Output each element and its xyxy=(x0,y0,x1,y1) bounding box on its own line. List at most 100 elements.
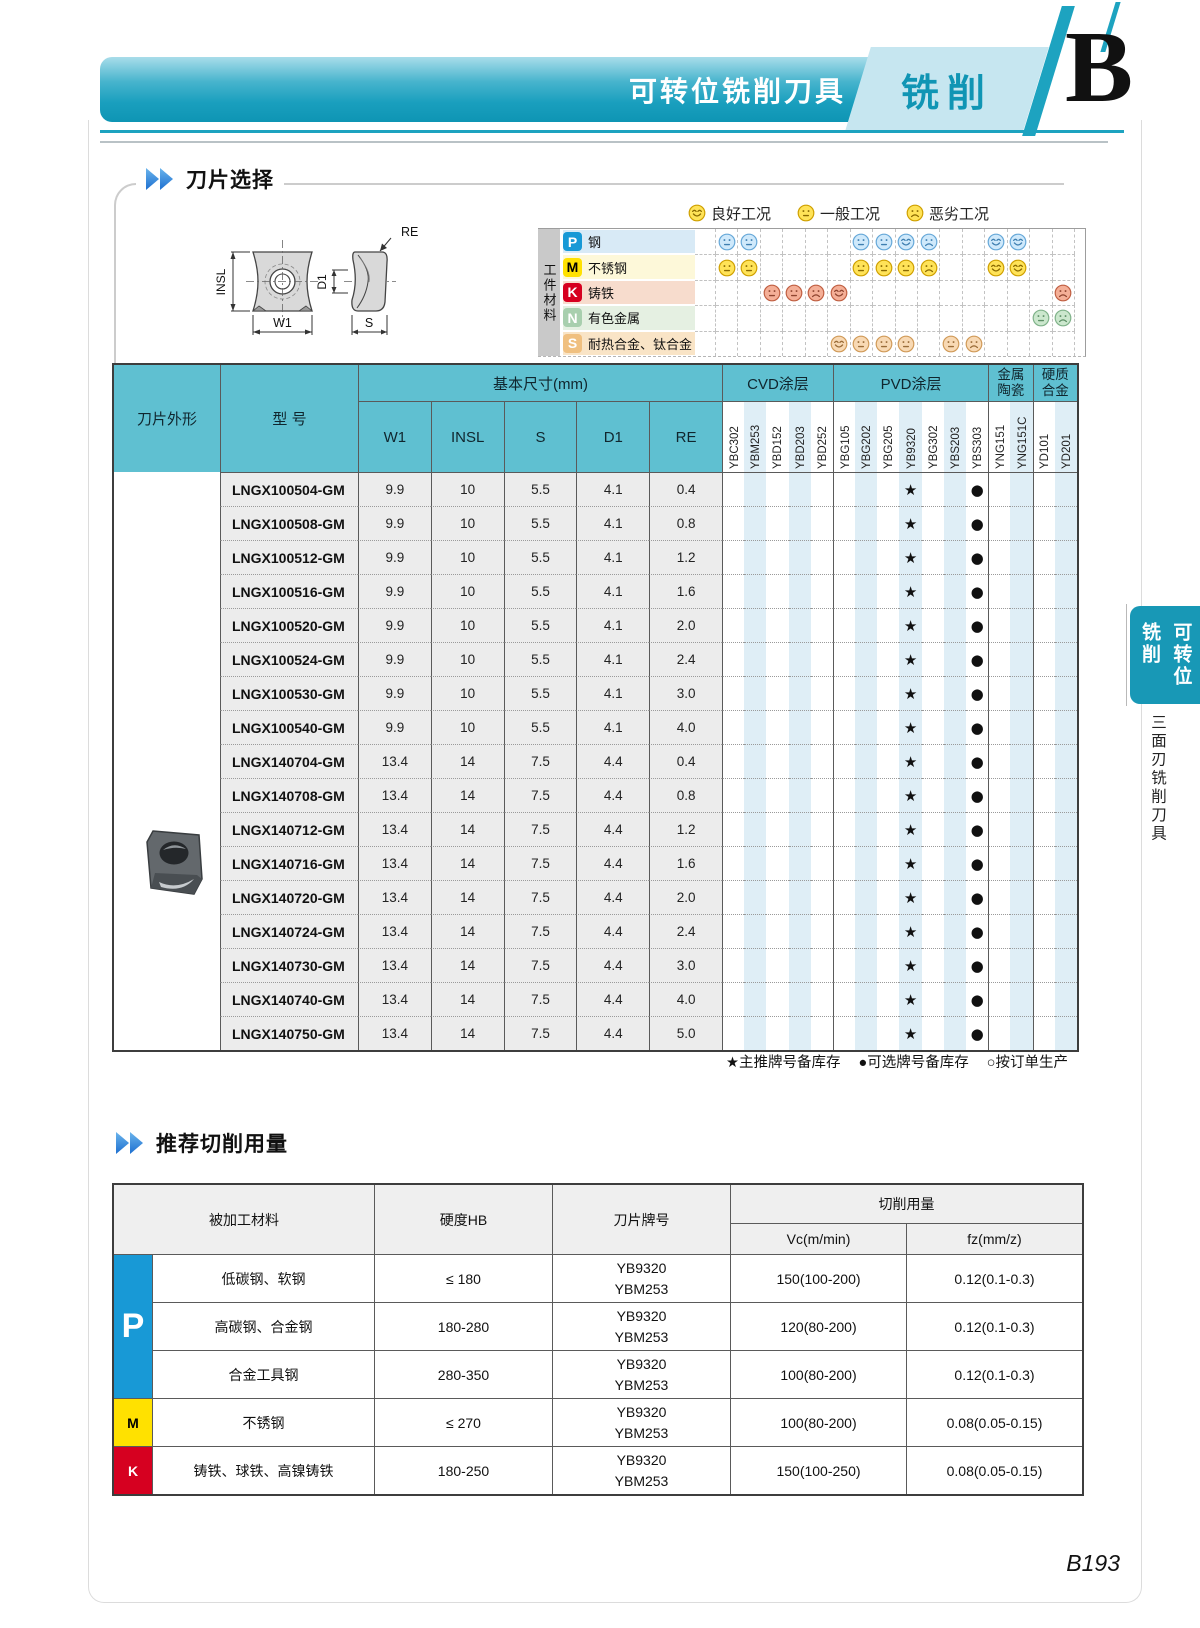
grade-cell-YBG202 xyxy=(855,710,878,744)
rating-cell-YD201 xyxy=(1053,229,1075,255)
grade-cell-YBS303: ● xyxy=(966,574,989,608)
sidebar-tab-line1: 可转位 xyxy=(1170,622,1192,688)
col-header-re: RE xyxy=(649,402,722,472)
grade-cell-YBC302 xyxy=(721,982,745,1016)
section-title-text: 推荐切削用量 xyxy=(156,1133,288,1156)
grade-cell-YBD203 xyxy=(788,472,811,506)
grade-cell-YBG302 xyxy=(921,608,944,642)
rating-cell-YBS203 xyxy=(940,279,963,306)
rating-cell-YBG202 xyxy=(850,330,874,356)
grade-cell-YBG105 xyxy=(832,846,856,880)
brand-header-YB9320: YB9320 xyxy=(899,402,922,472)
grade-cell-YBS203 xyxy=(943,506,967,540)
grade-cell-YBD152 xyxy=(766,676,789,710)
model-cell: LNGX140704-GM xyxy=(220,744,358,778)
grade-cell-YB9320: ★ xyxy=(899,914,922,948)
rating-cell-YBG205 xyxy=(873,229,896,255)
dim-cell-insl: 10 xyxy=(430,540,504,574)
group-header-0: CVD涂层 xyxy=(721,365,833,402)
grade-cell-YBM253 xyxy=(744,540,767,574)
grade-cell-YB9320: ★ xyxy=(899,846,922,880)
grade-cell-YBD203 xyxy=(788,744,811,778)
grade-cell-YD101 xyxy=(1032,846,1055,880)
dim-cell-re: 1.6 xyxy=(649,574,722,608)
grade-cell-YBS203 xyxy=(943,744,967,778)
grade-cell-YBD203 xyxy=(788,982,811,1016)
grade-cell-YNG151 xyxy=(988,642,1011,676)
dim-cell-re: 2.4 xyxy=(649,642,722,676)
dim-cell-d1: 4.4 xyxy=(576,880,650,914)
rating-cell-YB9320 xyxy=(895,279,918,306)
grade-cell-YB9320: ★ xyxy=(899,608,922,642)
grade-cell-YNG151C xyxy=(1010,506,1033,540)
material-axis: 工件材料 xyxy=(538,229,560,356)
grade-cell-YBD203 xyxy=(788,608,811,642)
grade-cell-YNG151C xyxy=(1010,948,1033,982)
insert-dimension-diagram: INSL W1 D1 S RE xyxy=(214,225,418,335)
dim-cell-d1: 4.1 xyxy=(576,506,650,540)
face-normal-icon xyxy=(852,335,870,353)
rating-cell-YD101 xyxy=(1030,330,1053,356)
grade-cell-YBD152 xyxy=(766,914,789,948)
grade-cell-YBM253 xyxy=(744,778,767,812)
material-row-M: M 不锈钢 xyxy=(538,254,1085,280)
col-header-insl: INSL xyxy=(430,402,504,472)
grade-cell-YBM253 xyxy=(744,846,767,880)
face-normal-icon xyxy=(740,233,758,251)
grade-cell-YNG151 xyxy=(988,710,1011,744)
dim-cell-d1: 4.1 xyxy=(576,472,650,506)
cut-grades: YB9320 YBM253 xyxy=(552,1446,730,1494)
grade-cell-YBG205 xyxy=(877,574,900,608)
grade-cell-YBG205 xyxy=(877,914,900,948)
rating-cell-YBC302 xyxy=(716,254,739,280)
grade-cell-YD201 xyxy=(1054,642,1077,676)
cut-fz: 0.08(0.05-0.15) xyxy=(906,1398,1082,1446)
grade-cell-YD201 xyxy=(1054,812,1077,846)
grade-cell-YBS203 xyxy=(943,710,967,744)
header-rule-gray xyxy=(100,141,1108,143)
brand-header-YBD152: YBD152 xyxy=(766,402,789,472)
grade-cell-YBD203 xyxy=(788,880,811,914)
chevron-icon xyxy=(146,168,173,190)
dim-cell-w1: 9.9 xyxy=(358,608,431,642)
col-header-model: 型 号 xyxy=(220,365,358,472)
dim-cell-re: 0.8 xyxy=(649,506,722,540)
grade-cell-YBD152 xyxy=(766,744,789,778)
grade-cell-YB9320: ★ xyxy=(899,676,922,710)
footnote-item-2: ○按订单生产 xyxy=(986,1055,1068,1071)
dim-label-s: S xyxy=(365,316,373,330)
grade-cell-YBC302 xyxy=(721,540,745,574)
rating-cell-YNG151 xyxy=(985,279,1008,306)
grade-cell-YBG202 xyxy=(855,642,878,676)
face-normal-icon xyxy=(942,335,960,353)
grade-cell-YNG151 xyxy=(988,506,1011,540)
rating-cell-YBG302 xyxy=(917,279,941,306)
grade-cell-YBD252 xyxy=(810,642,833,676)
material-row-label: N 有色金属 xyxy=(560,305,695,330)
dim-cell-w1: 13.4 xyxy=(358,948,431,982)
dim-cell-w1: 13.4 xyxy=(358,880,431,914)
grade-cell-YBG202 xyxy=(855,676,878,710)
grade-cell-YBG202 xyxy=(855,540,878,574)
dim-cell-d1: 4.4 xyxy=(576,914,650,948)
grade-cell-YB9320: ★ xyxy=(899,812,922,846)
grade-cell-YBD252 xyxy=(810,812,833,846)
grade-cell-YBD203 xyxy=(788,778,811,812)
grade-cell-YBD203 xyxy=(788,506,811,540)
model-cell: LNGX100508-GM xyxy=(220,506,358,540)
grade-cell-YBC302 xyxy=(721,608,745,642)
grade-cell-YBG205 xyxy=(877,982,900,1016)
grade-cell-YNG151 xyxy=(988,1016,1011,1050)
grade-cell-YD201 xyxy=(1054,1016,1077,1050)
material-row-label: S 耐热合金、钛合金 xyxy=(560,331,695,356)
cut-material: 不锈钢 xyxy=(152,1398,374,1446)
header-rule-teal xyxy=(100,130,1124,133)
grade-cell-YD101 xyxy=(1032,472,1055,506)
cut-vc: 100(80-200) xyxy=(730,1398,906,1446)
face-good-icon xyxy=(987,233,1005,251)
cut-hardness: 180-250 xyxy=(374,1446,552,1494)
grade-cell-YBD152 xyxy=(766,880,789,914)
cut-header-grade: 刀片牌号 xyxy=(552,1185,730,1254)
brand-label: YBG202 xyxy=(861,425,874,469)
dim-cell-d1: 4.4 xyxy=(576,812,650,846)
